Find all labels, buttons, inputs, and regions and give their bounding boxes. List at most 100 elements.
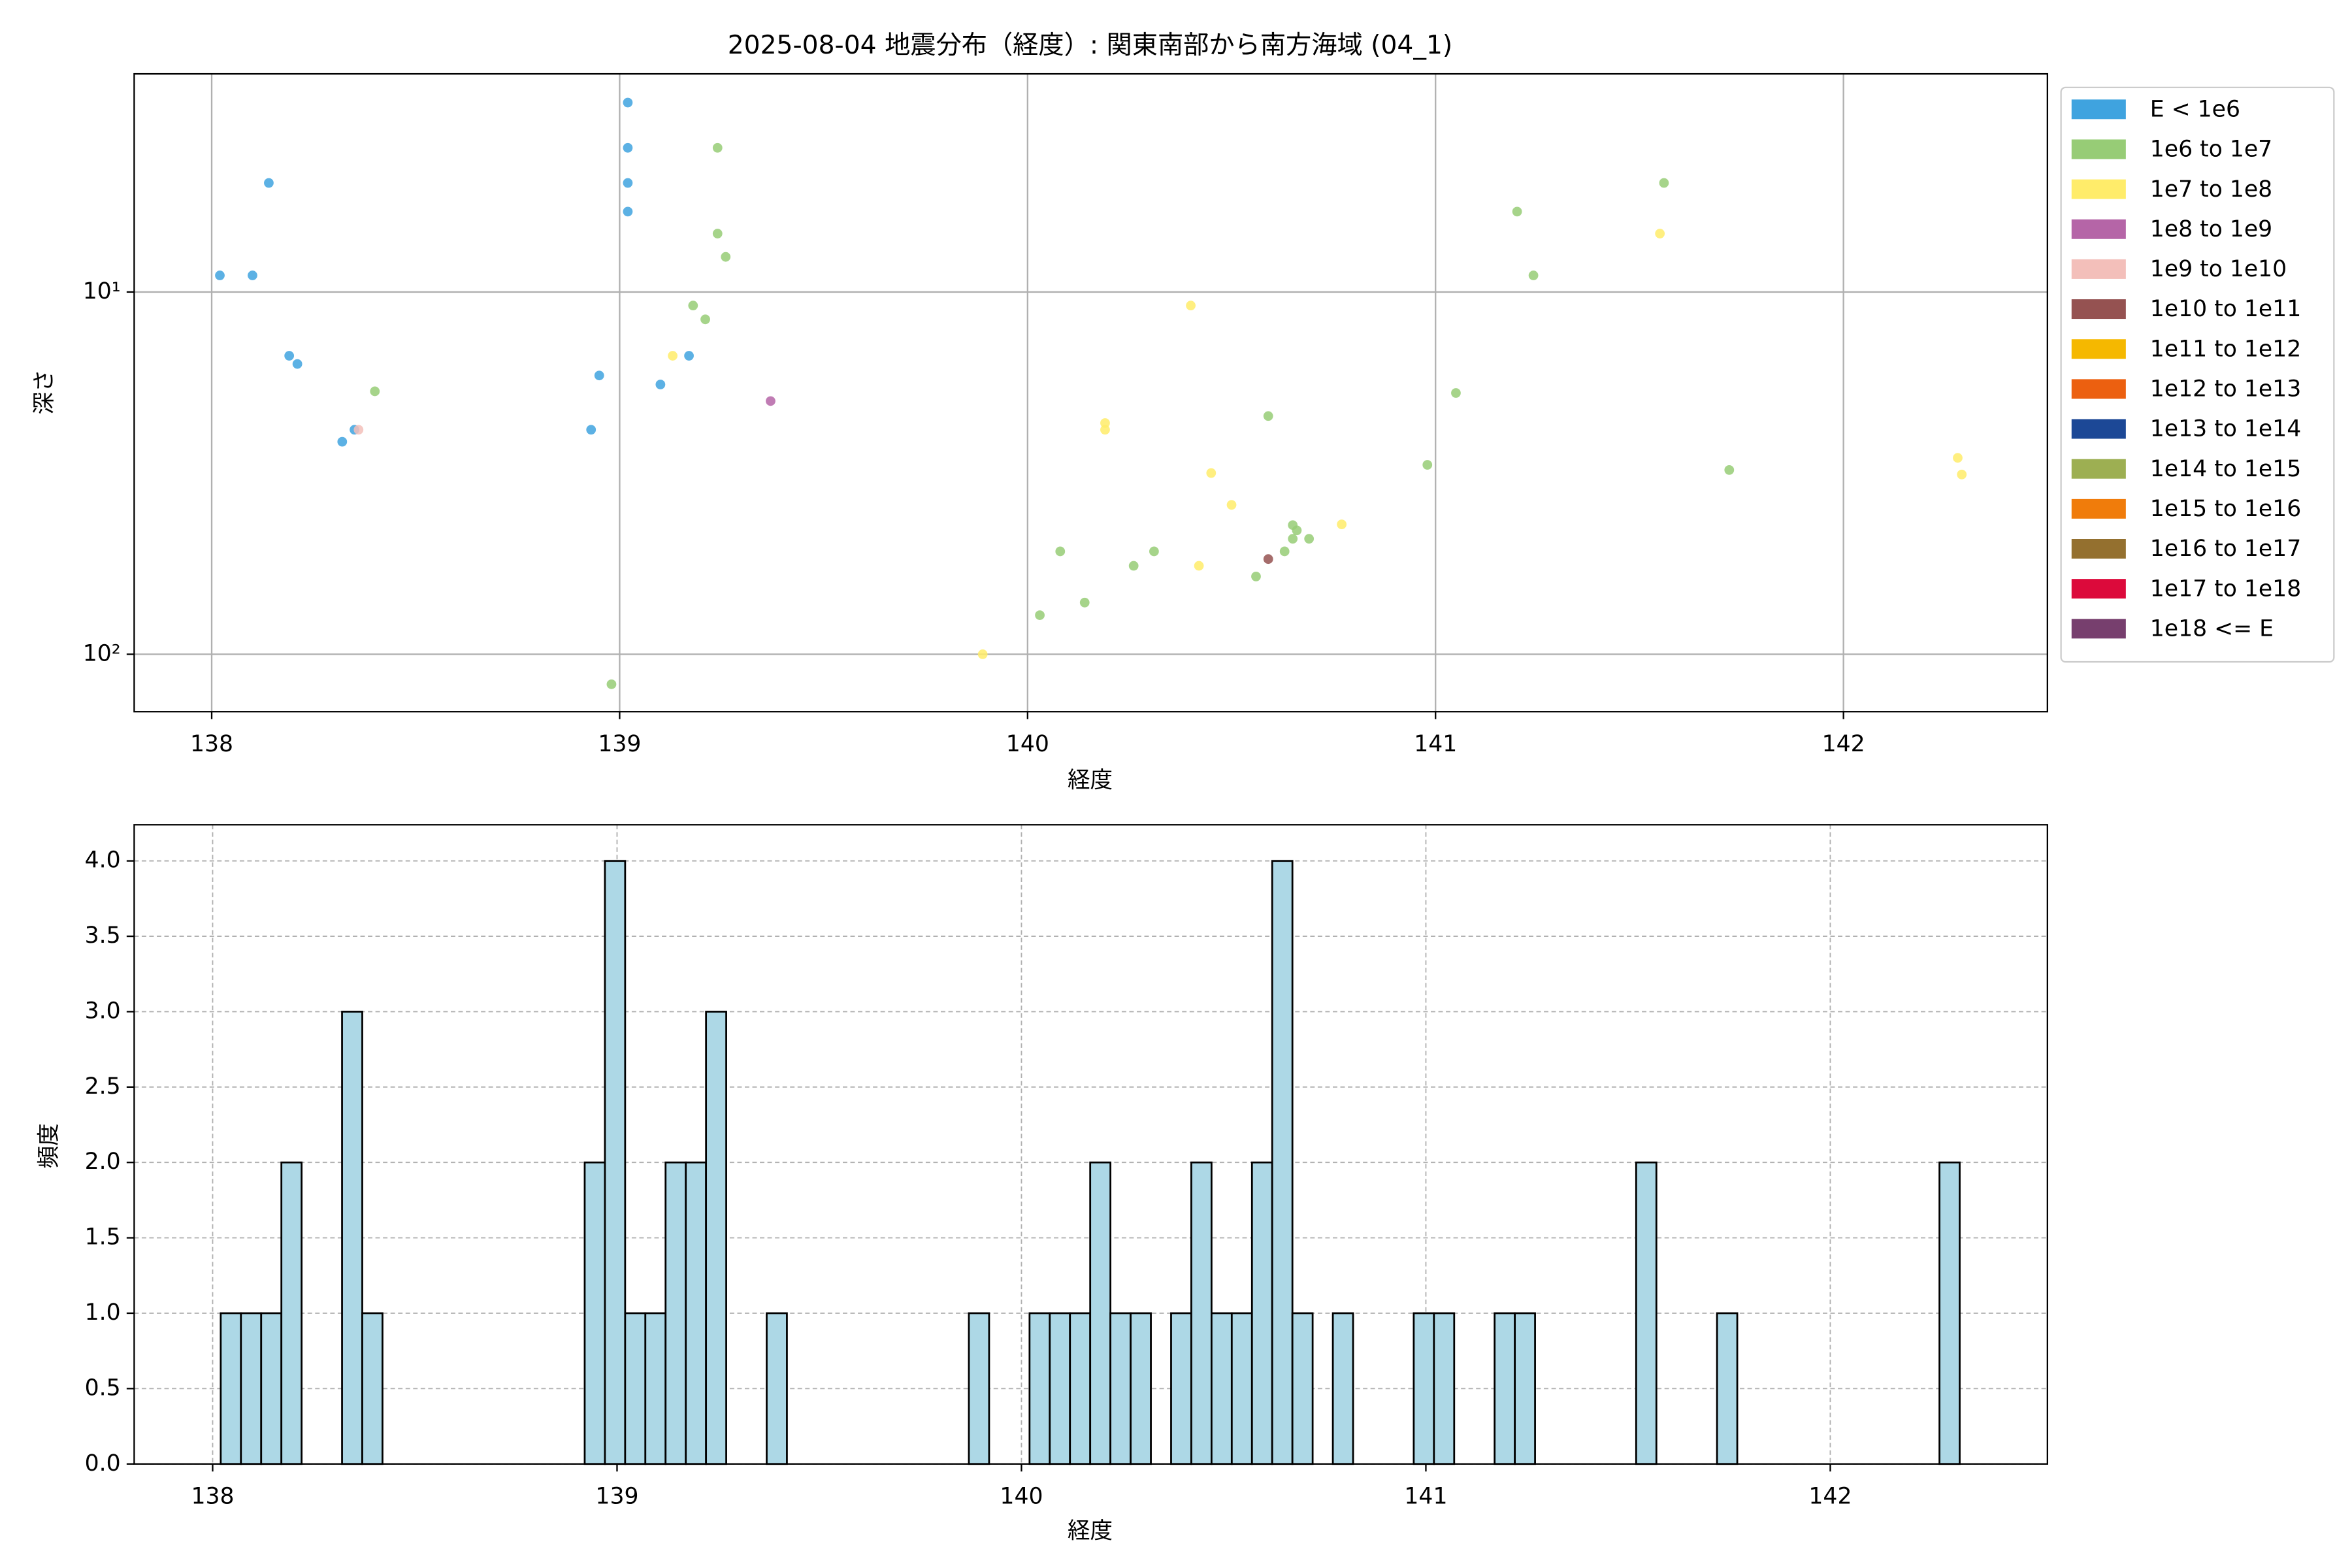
histogram-bar xyxy=(1089,1161,1112,1465)
legend-label: 1e12 to 1e13 xyxy=(2150,376,2301,402)
scatter-point xyxy=(1035,610,1045,620)
legend-label: 1e14 to 1e15 xyxy=(2150,456,2301,482)
histogram-bar xyxy=(1291,1312,1314,1465)
legend-label: 1e6 to 1e7 xyxy=(2150,137,2272,163)
histogram-bar xyxy=(1494,1312,1516,1465)
scatter-point xyxy=(1288,534,1298,544)
x-tick-label: 138 xyxy=(190,731,233,757)
scatter-point xyxy=(977,649,988,659)
legend-box xyxy=(2060,86,2335,663)
scatter-point xyxy=(721,252,731,262)
histogram-bar xyxy=(664,1161,687,1465)
scatter-point xyxy=(1206,468,1217,478)
scatter-point xyxy=(1226,500,1237,510)
scatter-point xyxy=(594,370,604,381)
histogram-bar xyxy=(1271,860,1294,1465)
legend-label: 1e16 to 1e17 xyxy=(2150,536,2301,562)
x-tick-label: 142 xyxy=(1822,731,1865,757)
scatter-point xyxy=(623,97,633,108)
x-tick-label: 139 xyxy=(598,731,641,757)
x-tick-label: 138 xyxy=(191,1484,234,1510)
histogram-bar xyxy=(220,1312,242,1465)
histogram-bar xyxy=(644,1312,667,1465)
x-tick-label: 140 xyxy=(1000,1484,1043,1510)
legend-label: 1e8 to 1e9 xyxy=(2150,216,2272,242)
scatter-point xyxy=(353,425,364,435)
scatter-point xyxy=(292,359,302,369)
scatter-point xyxy=(1304,534,1315,544)
histogram-bar xyxy=(766,1312,788,1465)
histogram-bar xyxy=(583,1161,606,1465)
histogram-bar xyxy=(1514,1312,1536,1465)
legend-swatch xyxy=(2071,579,2126,599)
legend-swatch xyxy=(2071,619,2126,639)
legend-swatch xyxy=(2071,539,2126,559)
scatter-point xyxy=(1422,460,1433,470)
scatter-point xyxy=(1724,465,1735,475)
histogram-bar xyxy=(1250,1161,1273,1465)
legend-swatch xyxy=(2071,339,2126,359)
scatter-point xyxy=(1337,519,1347,530)
scatter-point xyxy=(1100,418,1110,428)
legend-label: 1e15 to 1e16 xyxy=(2150,496,2301,522)
histogram-bar xyxy=(1938,1161,1961,1465)
scatter-point xyxy=(1655,229,1665,238)
histogram-bar xyxy=(1130,1312,1152,1465)
plot-frame xyxy=(133,824,2048,1465)
histogram-bar xyxy=(604,860,627,1465)
x-tick-label: 141 xyxy=(1414,731,1457,757)
legend-label: 1e13 to 1e14 xyxy=(2150,416,2301,442)
histogram-bar xyxy=(1331,1312,1354,1465)
legend-label: 1e9 to 1e10 xyxy=(2150,256,2287,282)
histogram-bar xyxy=(240,1312,263,1465)
histogram-bar xyxy=(1109,1312,1132,1465)
histogram-bar xyxy=(1716,1312,1739,1465)
legend-swatch xyxy=(2071,299,2126,319)
histogram-bar xyxy=(1190,1161,1213,1465)
scatter-point xyxy=(1149,546,1159,557)
scatter-point xyxy=(623,206,633,217)
scatter-point xyxy=(712,229,723,238)
histogram-bar xyxy=(280,1161,303,1465)
scatter-point xyxy=(1512,206,1522,217)
histogram-bar xyxy=(685,1161,708,1465)
x-tick-label: 141 xyxy=(1404,1484,1447,1510)
scatter-point xyxy=(248,270,257,280)
scatter-point xyxy=(1279,546,1290,557)
legend-swatch xyxy=(2071,259,2126,279)
scatter-point xyxy=(684,351,694,361)
scatter-point xyxy=(215,270,225,280)
y-tick-label: 2.0 xyxy=(85,1149,121,1175)
histogram-bar xyxy=(1635,1161,1658,1465)
legend-swatch xyxy=(2071,498,2126,519)
histogram-bar xyxy=(1170,1312,1192,1465)
scatter-point xyxy=(606,679,617,689)
histogram-bar xyxy=(1069,1312,1092,1465)
scatter-point xyxy=(1100,425,1110,435)
legend-label: 1e11 to 1e12 xyxy=(2150,336,2301,362)
scatter-point xyxy=(1957,469,1967,480)
x-axis-label: 経度 xyxy=(1068,767,1113,793)
scatter-point xyxy=(1055,546,1066,557)
scatter-point xyxy=(1953,453,1963,463)
x-tick-label: 139 xyxy=(595,1484,638,1510)
legend-label: E < 1e6 xyxy=(2150,96,2240,122)
scatter-point xyxy=(1186,301,1196,311)
legend-label: 1e17 to 1e18 xyxy=(2150,576,2301,602)
histogram-bar xyxy=(1028,1312,1051,1465)
x-tick-label: 142 xyxy=(1808,1484,1852,1510)
scatter-point xyxy=(1263,554,1273,564)
y-tick-label: 3.5 xyxy=(85,923,121,949)
scatter-point xyxy=(264,178,274,188)
y-tick-label: 1.0 xyxy=(85,1299,121,1326)
scatter-point xyxy=(1451,388,1461,398)
scatter-point xyxy=(766,396,776,406)
scatter-point xyxy=(700,314,710,325)
legend-swatch xyxy=(2071,379,2126,399)
histogram-bar xyxy=(341,1011,363,1465)
y-tick-label: 1.5 xyxy=(85,1224,121,1250)
scatter-point xyxy=(712,142,723,153)
legend-swatch xyxy=(2071,419,2126,439)
histogram-bar xyxy=(1433,1312,1456,1465)
